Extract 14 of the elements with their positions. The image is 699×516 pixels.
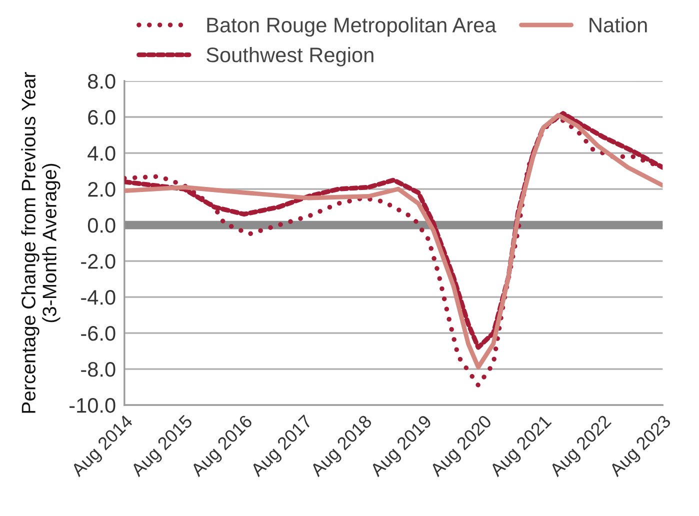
y-tick-label: 0.0 (88, 218, 116, 233)
y-tick-label: 4.0 (88, 146, 116, 161)
legend-label: Southwest Region (206, 47, 374, 66)
legend-label: Baton Rouge Metropolitan Area (207, 17, 496, 37)
legend-label: Nation (590, 17, 647, 32)
y-tick-label: -2.0 (81, 254, 116, 269)
y-tick-label: -4.0 (81, 290, 116, 305)
y-tick-label: 2.0 (88, 182, 116, 197)
y-axis-title: Percentage Change from Previous Year (3-Month Average) (21, 72, 60, 413)
y-tick-label: 8.0 (88, 74, 116, 89)
y-tick-label: -6.0 (81, 326, 116, 341)
y-tick-label: 6.0 (88, 110, 116, 125)
y-tick-label: -10.0 (70, 398, 116, 413)
y-tick-label: -8.0 (81, 362, 116, 377)
